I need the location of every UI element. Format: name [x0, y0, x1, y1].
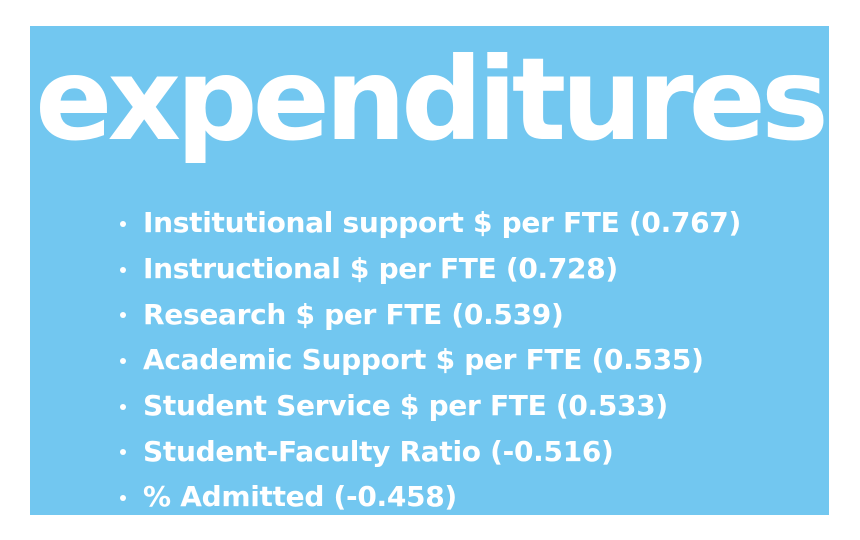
bullet-list: Institutional support $ per FTE (0.767) …: [120, 200, 741, 515]
bullet-icon: [120, 220, 126, 227]
bullet-icon: [120, 312, 126, 319]
list-item: % Admitted (-0.458): [120, 474, 741, 515]
list-item: Student-Faculty Ratio (-0.516): [120, 428, 741, 474]
list-item-text: Academic Support $ per FTE (0.535): [143, 343, 704, 377]
slide-title: expenditures: [35, 33, 829, 166]
list-item-text: Institutional support $ per FTE (0.767): [143, 206, 741, 240]
bullet-icon: [120, 266, 126, 273]
list-item-text: Student Service $ per FTE (0.533): [143, 389, 668, 423]
list-item-text: % Admitted (-0.458): [143, 480, 457, 514]
list-item: Research $ per FTE (0.539): [120, 291, 741, 337]
content-panel: expenditures Institutional support $ per…: [30, 26, 829, 515]
bullet-icon: [120, 494, 126, 501]
list-item: Academic Support $ per FTE (0.535): [120, 337, 741, 383]
list-item-text: Student-Faculty Ratio (-0.516): [143, 434, 614, 468]
list-item-text: Research $ per FTE (0.539): [143, 297, 564, 331]
list-item: Institutional support $ per FTE (0.767): [120, 200, 741, 246]
bullet-icon: [120, 403, 126, 410]
bullet-icon: [120, 449, 126, 456]
list-item: Instructional $ per FTE (0.728): [120, 246, 741, 292]
list-item-text: Instructional $ per FTE (0.728): [143, 252, 618, 286]
bullet-icon: [120, 357, 126, 364]
list-item: Student Service $ per FTE (0.533): [120, 383, 741, 429]
